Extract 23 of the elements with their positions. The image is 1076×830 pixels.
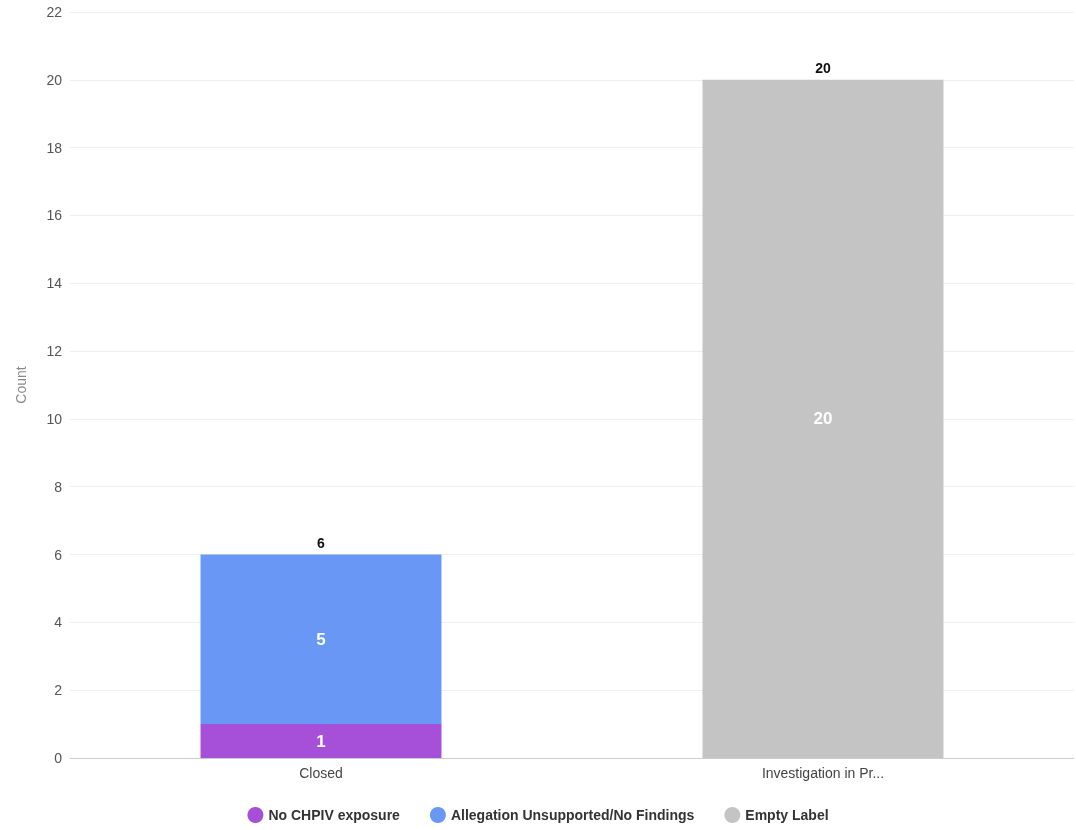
y-tick-label: 0 (54, 750, 63, 766)
legend-label: No CHPIV exposure (268, 807, 401, 823)
y-tick-label: 16 (46, 207, 63, 224)
y-tick-label: 10 (46, 410, 63, 427)
x-tick-label: Closed (299, 765, 343, 781)
y-tick-label: 8 (54, 478, 63, 495)
legend-label: Allegation Unsupported/No Findings (450, 807, 695, 823)
legend-label: Empty Label (745, 807, 829, 823)
y-axis-title: Count (13, 366, 29, 404)
data-label: 1 (316, 731, 326, 751)
y-tick-label: 20 (46, 71, 63, 88)
total-label: 6 (317, 534, 326, 551)
total-label: 20 (815, 59, 831, 76)
data-label: 20 (813, 409, 833, 429)
y-tick-label: 18 (46, 139, 63, 156)
x-tick-label: Investigation in Pr... (761, 765, 885, 781)
data-label: 5 (316, 629, 326, 649)
y-tick-label: 22 (46, 4, 63, 20)
y-tick-label: 2 (54, 682, 63, 699)
y-tick-label: 14 (46, 275, 63, 292)
y-tick-label: 6 (54, 546, 63, 563)
y-tick-label: 4 (54, 614, 63, 631)
y-tick-label: 12 (46, 343, 63, 360)
